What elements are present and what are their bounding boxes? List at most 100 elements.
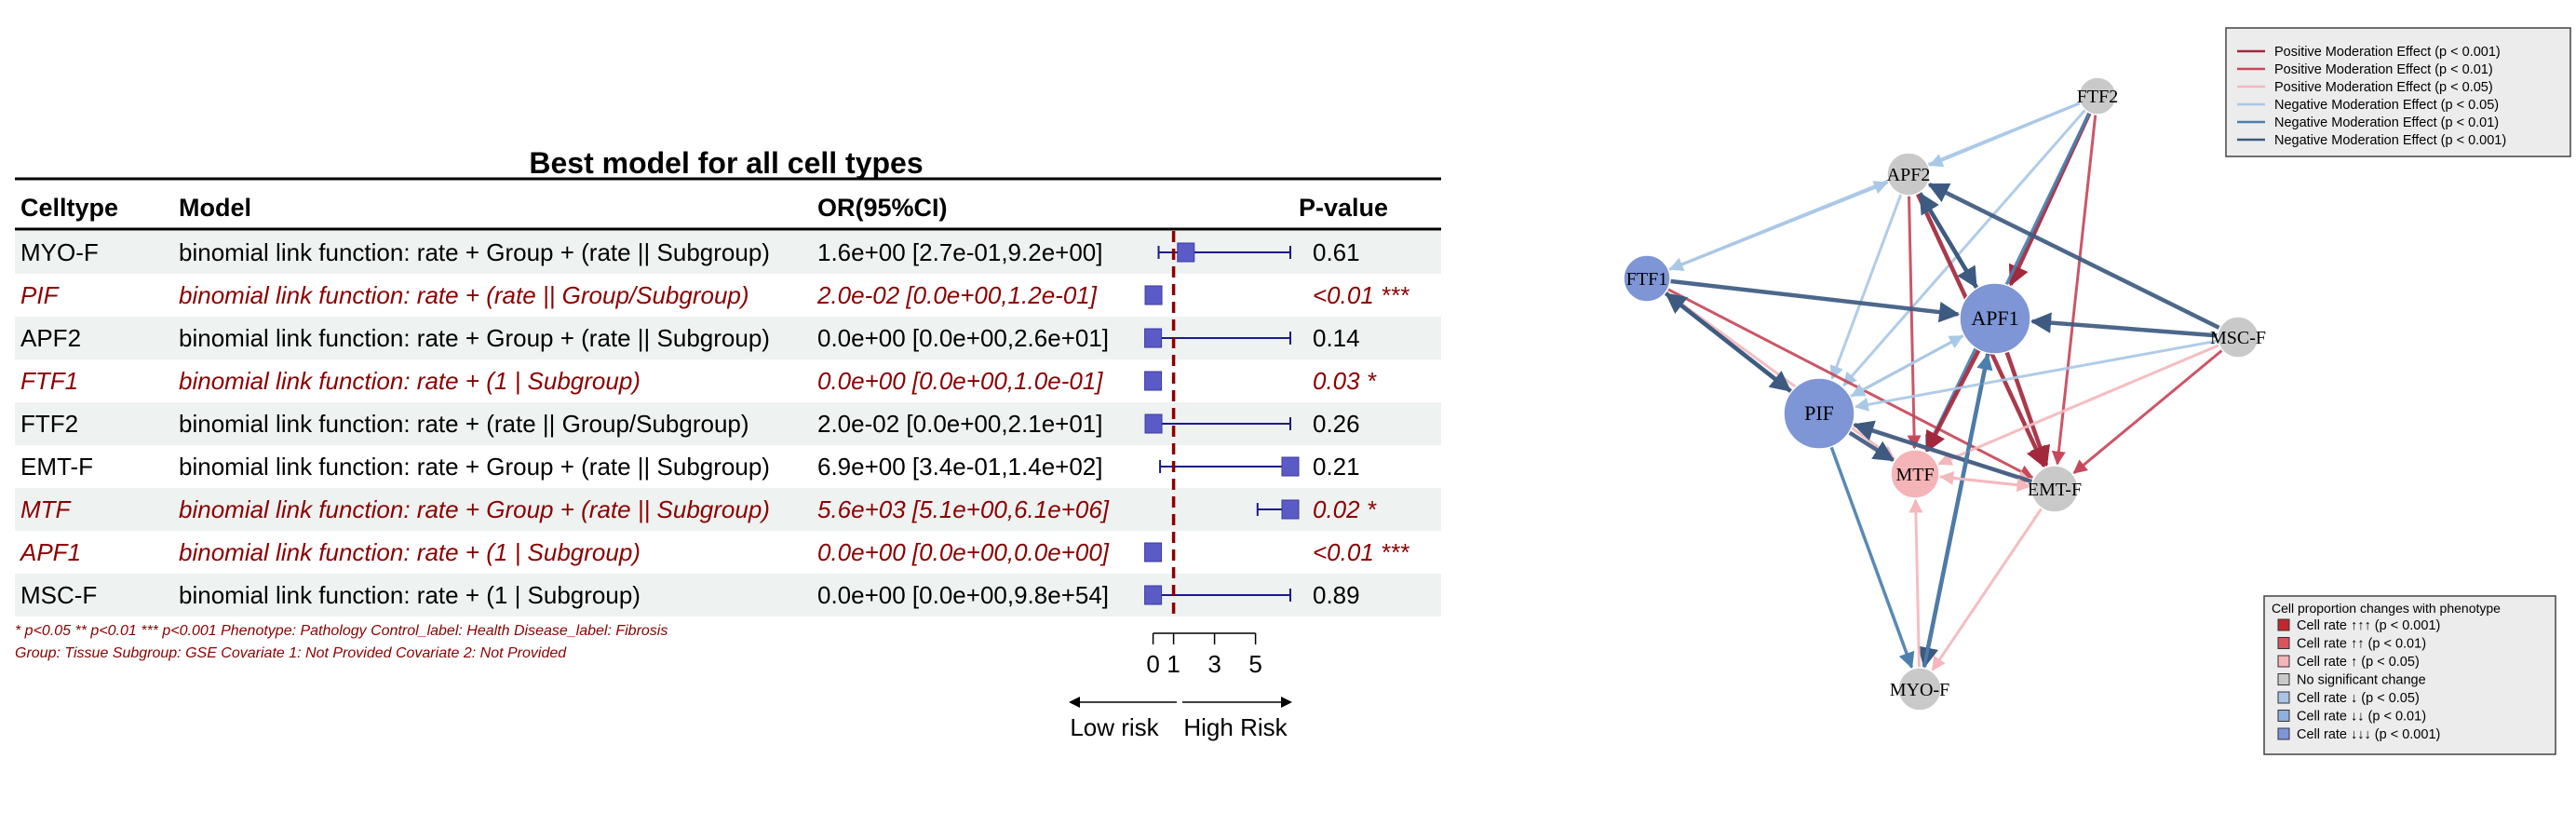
row-p-value: 0.21 xyxy=(1313,453,1360,481)
row-p-value: 0.14 xyxy=(1313,324,1360,352)
row-or-ci: 0.0e+00 [0.0e+00,0.0e+00] xyxy=(817,538,1110,566)
edge-msc-f-to-pif xyxy=(1854,339,2219,412)
node-label: PIF xyxy=(1804,401,1834,425)
row-celltype: FTF2 xyxy=(20,410,78,438)
header-model: Model xyxy=(179,194,251,222)
or-estimate-box xyxy=(1144,285,1163,305)
forest-row: APF2 binomial link function: rate + Group… xyxy=(15,317,1441,359)
x-tick-label: 5 xyxy=(1248,650,1261,678)
edge-pif-to-ftf1 xyxy=(1665,291,1793,394)
network-graph: FTF2 APF2 FTF1 APF1 MSC-F PIF MTF EMT-F MYO-F Po… xyxy=(1623,27,2571,755)
row-model: binomial link function: rate + Group + (… xyxy=(179,238,770,266)
edge-ftf2-to-mtf xyxy=(1924,112,2091,453)
node-legend-swatch xyxy=(2277,618,2290,631)
row-p-value: 0.02 * xyxy=(1313,495,1377,523)
header-celltype: Celltype xyxy=(20,194,118,222)
edge-legend-label: Negative Moderation Effect (p < 0.05) xyxy=(2274,98,2499,113)
row-model: binomial link function: rate + (1 | Subg… xyxy=(179,538,641,566)
node-ftf2: FTF2 xyxy=(2077,76,2118,115)
edge-pif-to-myo-f xyxy=(1829,446,1915,670)
forest-row: FTF1 binomial link function: rate + (1 | … xyxy=(20,367,1377,395)
node-msc-f: MSC-F xyxy=(2210,316,2266,359)
node-circle xyxy=(2217,316,2259,359)
row-celltype: MTF xyxy=(20,495,73,523)
node-legend-label: Cell rate ↑↑↑ (p < 0.001) xyxy=(2297,618,2440,633)
node-label: APF1 xyxy=(1971,306,2018,330)
row-celltype: EMT-F xyxy=(20,453,93,481)
or-estimate-box xyxy=(1144,585,1163,605)
edge-legend-label: Negative Moderation Effect (p < 0.001) xyxy=(2274,133,2506,148)
edge-emt-f-to-myo-f xyxy=(1931,507,2043,671)
or-estimate-box xyxy=(1281,499,1300,520)
forest-row: MSC-F binomial link function: rate + (1 |… xyxy=(15,574,1441,617)
row-or-ci: 1.6e+00 [2.7e-01,9.2e+00] xyxy=(817,238,1103,266)
edge-myo-f-to-apf1 xyxy=(1922,353,1993,669)
node-legend-box xyxy=(2263,595,2556,755)
node-myo-f: MYO-F xyxy=(1890,667,1949,711)
node-legend: Cell proportion changes with phenotype C… xyxy=(2263,595,2556,755)
node-label: APF2 xyxy=(1887,165,1931,185)
edge-ftf1-to-apf2 xyxy=(1667,181,1889,272)
row-celltype: APF2 xyxy=(20,324,81,352)
row-model: binomial link function: rate + (rate || … xyxy=(179,281,749,309)
node-emt-f: EMT-F xyxy=(2028,465,2082,513)
edge-apf2-to-pif xyxy=(1829,194,1903,380)
edge-legend-label: Negative Moderation Effect (p < 0.01) xyxy=(2274,115,2499,130)
forest-row: PIF binomial link function: rate + (rate … xyxy=(20,281,1409,309)
row-model: binomial link function: rate + Group + (… xyxy=(179,495,770,523)
forest-row: MYO-F binomial link function: rate + Grou… xyxy=(15,231,1441,274)
row-or-ci: 5.6e+03 [5.1e+00,6.1e+06] xyxy=(817,495,1110,523)
high-risk-label: High Risk xyxy=(1183,713,1288,741)
edge-legend: Positive Moderation Effect (p < 0.001) Po… xyxy=(2225,27,2571,157)
row-or-ci: 2.0e-02 [0.0e+00,1.2e-01] xyxy=(816,281,1098,309)
node-legend-swatch xyxy=(2277,655,2290,668)
node-legend-label: Cell rate ↓↓ (p < 0.01) xyxy=(2297,710,2426,725)
footnote-line-1: * p<0.05 ** p<0.01 *** p<0.001 Phenotype… xyxy=(15,623,668,639)
row-p-value: 0.26 xyxy=(1313,410,1360,438)
node-legend-label: Cell rate ↓ (p < 0.05) xyxy=(2297,691,2420,706)
row-or-ci: 2.0e-02 [0.0e+00,2.1e+01] xyxy=(817,410,1103,438)
row-or-ci: 0.0e+00 [0.0e+00,9.8e+54] xyxy=(817,581,1109,609)
node-legend-swatch xyxy=(2277,673,2290,685)
or-estimate-box xyxy=(1281,456,1300,477)
edge-pif-to-apf1 xyxy=(1849,334,1964,399)
row-model: binomial link function: rate + (rate || … xyxy=(179,410,749,438)
x-tick-label: 1 xyxy=(1167,650,1180,678)
edge-mtf-to-emt-f xyxy=(1938,475,2031,493)
node-circle xyxy=(1959,282,2031,355)
row-or-ci: 6.9e+00 [3.4e-01,1.4e+02] xyxy=(817,453,1103,481)
row-celltype: MYO-F xyxy=(20,238,99,266)
row-celltype: PIF xyxy=(20,281,61,309)
row-p-value: <0.01 *** xyxy=(1313,281,1409,309)
node-circle xyxy=(1890,449,1940,499)
network-panel: FTF2 APF2 FTF1 APF1 MSC-F PIF MTF EMT-F MYO-F Po… xyxy=(1452,0,2576,808)
edge-ftf2-to-emt-f xyxy=(2051,114,2097,466)
edge-apf1-to-emt-f xyxy=(2004,351,2051,467)
high-risk-arrowhead xyxy=(1281,697,1292,708)
edge-legend-label: Positive Moderation Effect (p < 0.001) xyxy=(2274,45,2501,60)
edge-msc-f-to-apf2 xyxy=(1927,183,2221,331)
row-p-value: 0.03 * xyxy=(1313,367,1377,395)
node-legend-label: Cell rate ↑↑ (p < 0.01) xyxy=(2297,637,2426,652)
node-label: MYO-F xyxy=(1890,680,1949,700)
row-or-ci: 0.0e+00 [0.0e+00,2.6e+01] xyxy=(817,324,1109,352)
row-or-ci: 0.0e+00 [0.0e+00,1.0e-01] xyxy=(817,367,1103,395)
edge-ftf1-to-mtf xyxy=(1665,291,1895,460)
node-mtf: MTF xyxy=(1890,449,1940,499)
node-pif: PIF xyxy=(1783,377,1855,450)
node-legend-swatch xyxy=(2277,727,2290,740)
or-estimate-box xyxy=(1144,328,1163,348)
row-celltype: APF1 xyxy=(19,538,81,566)
edge-apf1-to-apf2 xyxy=(1918,192,1979,290)
node-legend-swatch xyxy=(2277,710,2290,722)
node-ftf1: FTF1 xyxy=(1623,254,1671,303)
x-tick-label: 0 xyxy=(1146,650,1159,678)
forest-row: APF1 binomial link function: rate + (1 | … xyxy=(19,538,1409,566)
footnote-line-2: Group: Tissue Subgroup: GSE Covariate 1:… xyxy=(15,645,567,661)
node-legend-label: Cell rate ↑ (p < 0.05) xyxy=(2297,655,2420,670)
node-label: FTF1 xyxy=(1626,269,1667,290)
edge-ftf2-to-pif xyxy=(1842,109,2086,387)
header-p-value: P-value xyxy=(1299,194,1388,222)
node-legend-swatch xyxy=(2277,691,2290,704)
low-risk-arrowhead xyxy=(1069,697,1080,708)
